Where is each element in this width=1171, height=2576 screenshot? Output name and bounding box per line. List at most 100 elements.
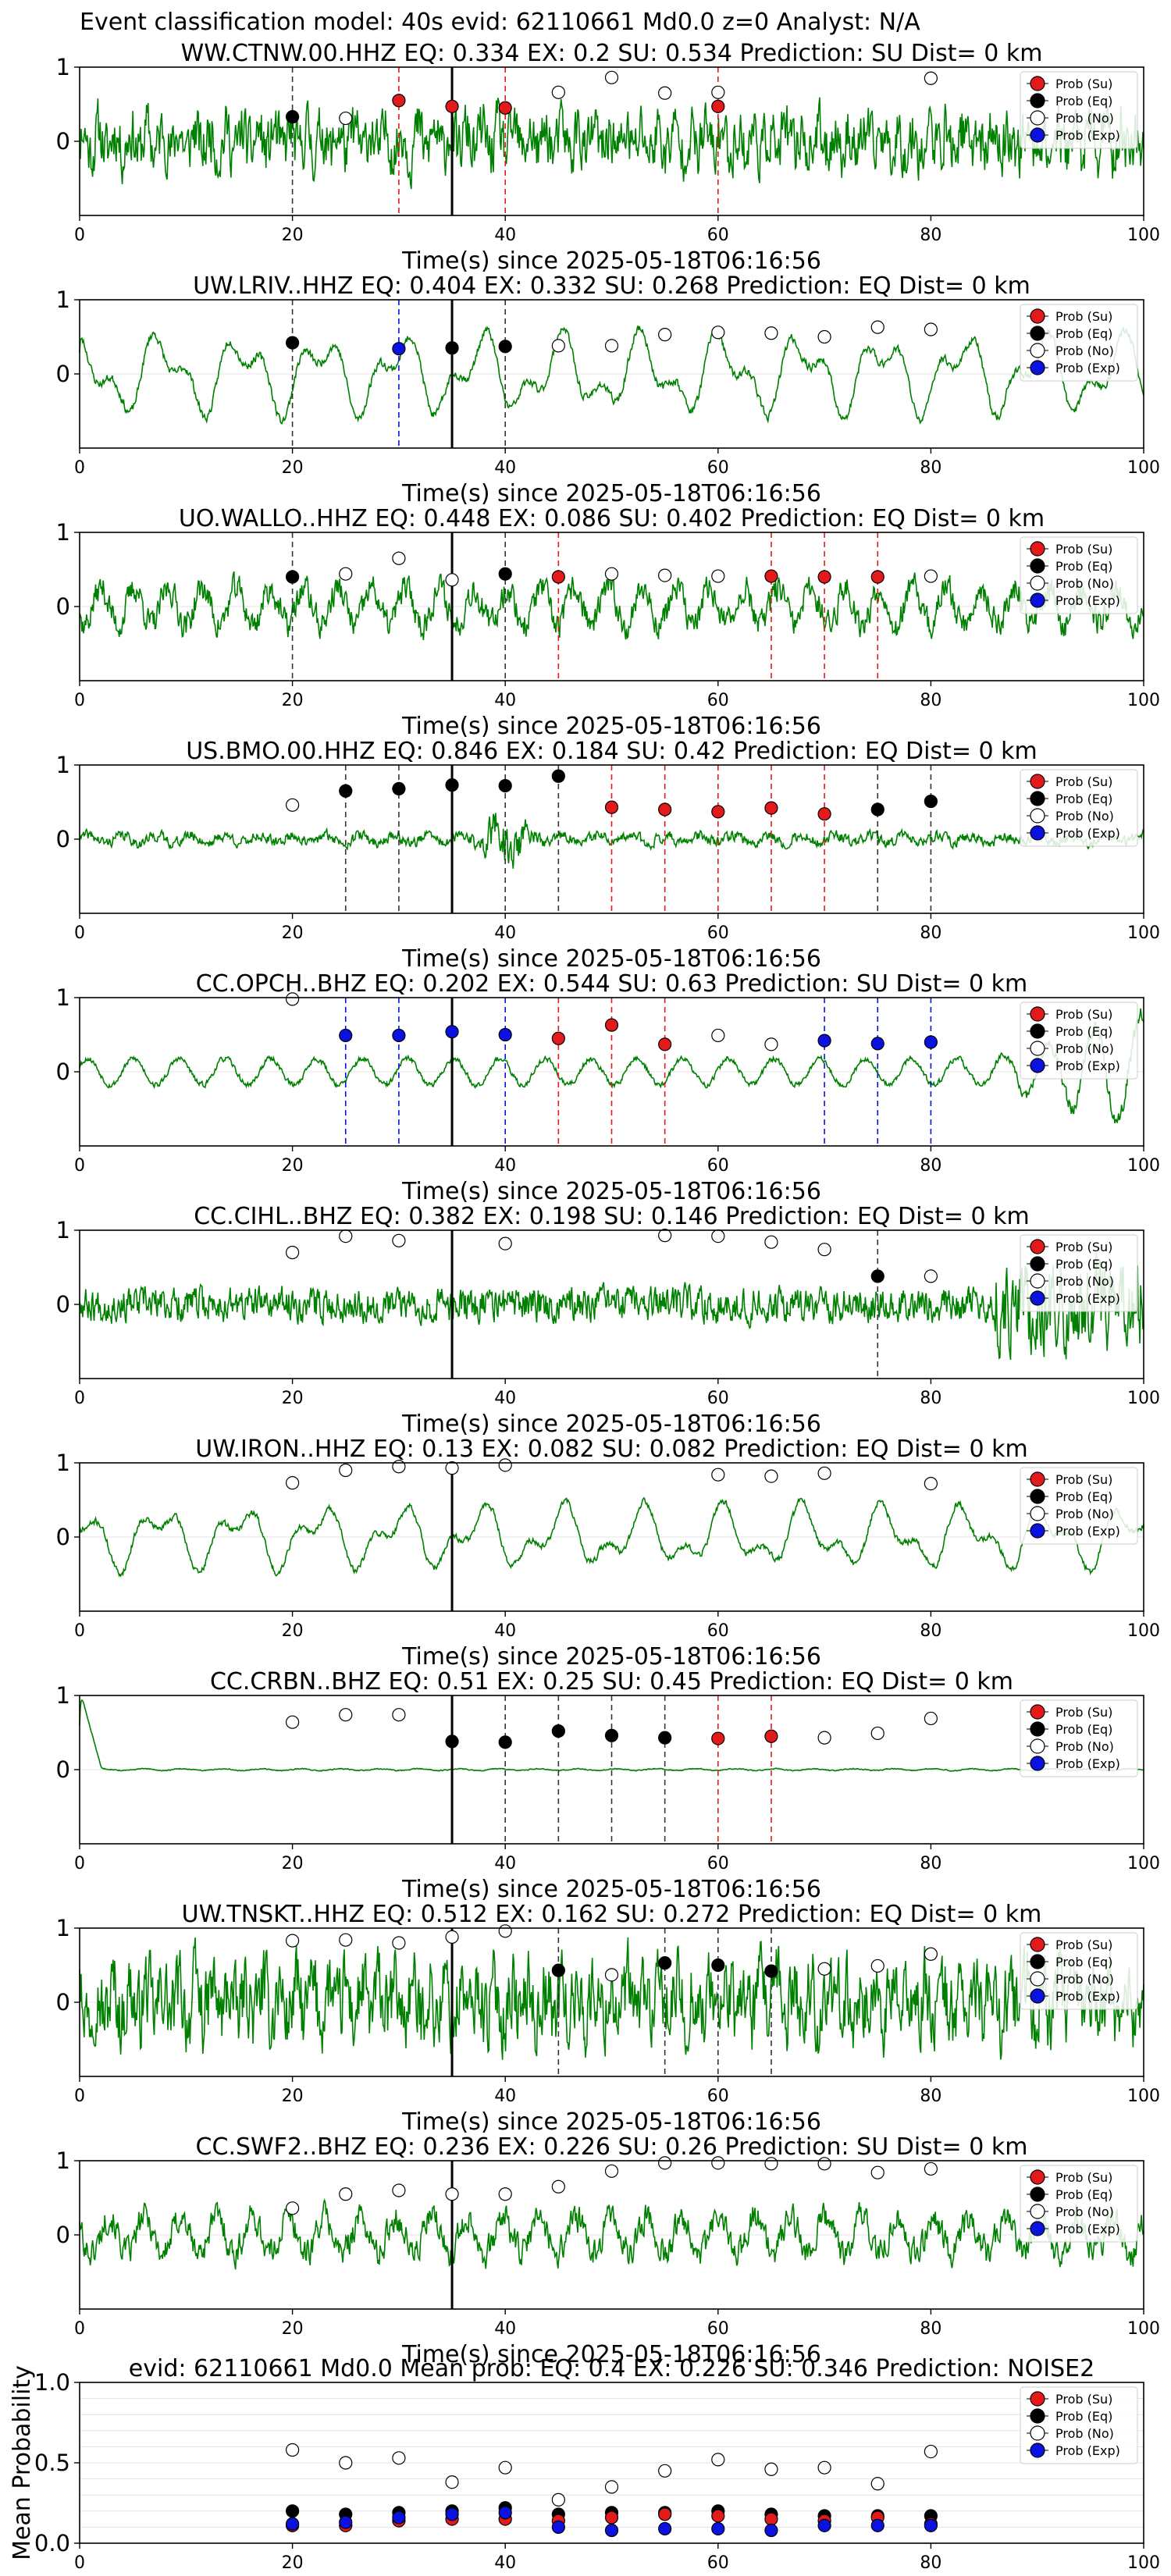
legend-frame	[1020, 71, 1138, 149]
prob-point-no	[339, 1933, 353, 1947]
legend-label-exp: Prob (Exp)	[1055, 2222, 1120, 2236]
legend-marker-eq	[1030, 1721, 1045, 1737]
legend-label-eq: Prob (Eq)	[1055, 1024, 1112, 1039]
legend-marker-no	[1030, 110, 1045, 126]
mean-prob-point-exp	[658, 2521, 672, 2536]
x-tick-label: 20	[282, 1156, 304, 1176]
prob-point-no	[551, 85, 565, 99]
mean-prob-point-exp	[286, 2517, 300, 2531]
prob-point-su	[764, 569, 778, 583]
mean-prob-point-su	[764, 2512, 778, 2526]
legend-label-no: Prob (No)	[1055, 343, 1114, 358]
prob-point-exp	[339, 1028, 353, 1043]
prob-point-eq	[286, 336, 300, 350]
legend-label-no: Prob (No)	[1055, 1041, 1114, 1056]
legend-marker-eq	[1030, 791, 1045, 806]
x-tick-label: 0	[74, 1621, 85, 1641]
legend: Prob (Su) Prob (Eq) Prob (No) Prob (Exp)	[1020, 769, 1138, 847]
prob-point-no	[286, 1715, 300, 1729]
legend-label-exp: Prob (Exp)	[1055, 593, 1120, 608]
x-tick-label: 40	[494, 1156, 516, 1176]
legend-label-su: Prob (Su)	[1055, 76, 1112, 91]
chart-panel-7: UW.IRON..HHZ EQ: 0.13 EX: 0.082 SU: 0.08…	[56, 1436, 1160, 1670]
prob-point-no	[392, 551, 406, 565]
prob-point-no	[711, 1229, 725, 1244]
x-tick-label: 80	[920, 2553, 941, 2573]
prob-point-no	[870, 1959, 884, 1973]
legend-frame	[1020, 2165, 1138, 2243]
x-tick-label: 100	[1127, 2553, 1160, 2573]
legend-label-exp: Prob (Exp)	[1055, 1524, 1120, 1539]
prob-point-no	[711, 326, 725, 340]
prob-point-no	[817, 1962, 831, 1976]
legend-label-exp: Prob (Exp)	[1055, 1756, 1120, 1771]
legend-marker-eq	[1030, 558, 1045, 574]
mean-prob-point-no	[445, 2475, 459, 2489]
y-tick-label: 0	[56, 1291, 70, 1318]
legend-label-no: Prob (No)	[1055, 809, 1114, 824]
mean-prob-point-no	[286, 2443, 300, 2457]
x-tick-label: 0	[74, 691, 85, 710]
x-tick-label: 20	[282, 923, 304, 943]
x-axis-label: Time(s) since 2025-05-18T06:16:56	[401, 1411, 821, 1438]
legend-frame	[1020, 1699, 1138, 1777]
prob-point-no	[817, 1466, 831, 1480]
legend-marker-su	[1030, 1239, 1045, 1254]
legend-marker-no	[1030, 343, 1045, 358]
prob-point-su	[870, 570, 884, 584]
legend-marker-su	[1030, 76, 1045, 91]
legend: Prob (Su) Prob (Eq) Prob (No) Prob (Exp)	[1020, 1002, 1138, 1080]
y-tick-label: 1	[56, 54, 70, 80]
legend-label-exp: Prob (Exp)	[1055, 128, 1120, 143]
x-tick-label: 0	[74, 2553, 85, 2573]
legend-marker-no	[1030, 575, 1045, 591]
prob-point-no	[870, 320, 884, 334]
x-tick-label: 40	[494, 2087, 516, 2106]
legend-marker-exp	[1030, 127, 1045, 143]
legend-marker-exp	[1030, 1058, 1045, 1073]
legend-frame	[1020, 304, 1138, 382]
x-tick-label: 0	[74, 1156, 85, 1176]
legend-label-eq: Prob (Eq)	[1055, 326, 1112, 341]
prob-point-eq	[870, 802, 884, 817]
y-tick-label: 0	[56, 361, 70, 387]
chart-panel-5: CC.OPCH..BHZ EQ: 0.202 EX: 0.544 SU: 0.6…	[56, 970, 1160, 1205]
prob-point-su	[551, 570, 565, 584]
x-tick-label: 80	[920, 923, 941, 943]
x-tick-label: 40	[494, 1389, 516, 1408]
mean-prob-point-no	[551, 2492, 565, 2507]
prob-point-no	[392, 1233, 406, 1247]
x-axis-label: Time(s) since 2025-05-18T06:16:56	[401, 247, 821, 275]
chart-panel-11: evid: 62110661 Md0.0 Mean prob: EQ: 0.4 …	[9, 2355, 1160, 2573]
legend-marker-eq	[1030, 1023, 1045, 1039]
x-tick-label: 0	[74, 1854, 85, 1873]
x-tick-label: 100	[1127, 691, 1160, 710]
mean-prob-point-exp	[551, 2520, 565, 2534]
panel-title: WW.CTNW.00.HHZ EQ: 0.334 EX: 0.2 SU: 0.5…	[181, 40, 1043, 67]
legend-label-eq: Prob (Eq)	[1055, 1257, 1112, 1272]
prob-point-no	[924, 2161, 938, 2176]
prob-point-no	[392, 1936, 406, 1950]
legend-frame	[1020, 769, 1138, 847]
x-tick-label: 20	[282, 691, 304, 710]
legend-marker-eq	[1030, 326, 1045, 341]
x-tick-label: 60	[707, 2087, 729, 2106]
x-tick-label: 40	[494, 923, 516, 943]
x-tick-label: 20	[282, 2553, 304, 2573]
prob-point-exp	[445, 1025, 459, 1039]
x-tick-label: 40	[494, 1621, 516, 1641]
prob-point-no	[658, 1229, 672, 1243]
prob-point-eq	[551, 1724, 565, 1738]
prob-point-exp	[392, 342, 406, 356]
prob-point-no	[711, 569, 725, 583]
legend-marker-exp	[1030, 2443, 1045, 2458]
chart-panel-10: CC.SWF2..BHZ EQ: 0.236 EX: 0.226 SU: 0.2…	[56, 2133, 1160, 2368]
prob-point-eq	[498, 340, 512, 354]
prob-point-su	[604, 1018, 619, 1032]
legend-marker-su	[1030, 1471, 1045, 1487]
x-tick-label: 20	[282, 1389, 304, 1408]
x-tick-label: 100	[1127, 226, 1160, 245]
prob-point-no	[551, 2179, 565, 2194]
legend-marker-no	[1030, 808, 1045, 824]
x-tick-label: 80	[920, 226, 941, 245]
